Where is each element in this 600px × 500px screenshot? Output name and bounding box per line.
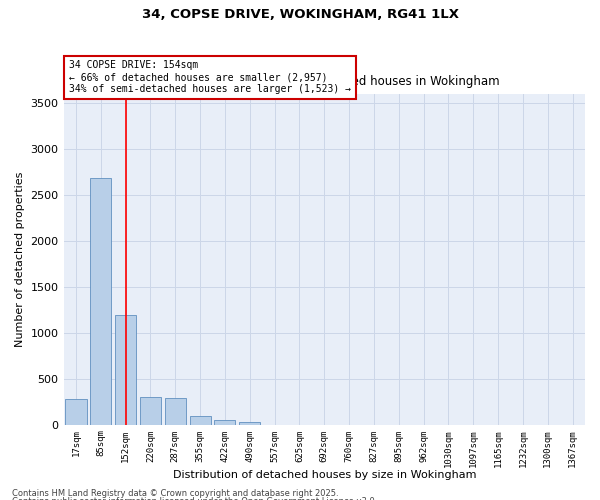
Bar (90, 178, 112, 424)
Bar (140, 397, 161, 424)
Bar (115, 316, 136, 424)
Bar (65, 398, 86, 424)
Bar (190, 416, 211, 424)
Text: 34, COPSE DRIVE, WOKINGHAM, RG41 1LX: 34, COPSE DRIVE, WOKINGHAM, RG41 1LX (142, 8, 458, 20)
Y-axis label: Number of detached properties: Number of detached properties (15, 172, 25, 347)
X-axis label: Distribution of detached houses by size in Wokingham: Distribution of detached houses by size … (173, 470, 476, 480)
Bar (165, 398, 186, 424)
Text: 34 COPSE DRIVE: 154sqm
← 66% of detached houses are smaller (2,957)
34% of semi-: 34 COPSE DRIVE: 154sqm ← 66% of detached… (69, 60, 351, 94)
Title: Size of property relative to detached houses in Wokingham: Size of property relative to detached ho… (149, 76, 500, 88)
Text: Contains public sector information licensed under the Open Government Licence v3: Contains public sector information licen… (12, 497, 377, 500)
Bar (214, 420, 235, 424)
Text: Contains HM Land Registry data © Crown copyright and database right 2025.: Contains HM Land Registry data © Crown c… (12, 488, 338, 498)
Bar (239, 422, 260, 424)
